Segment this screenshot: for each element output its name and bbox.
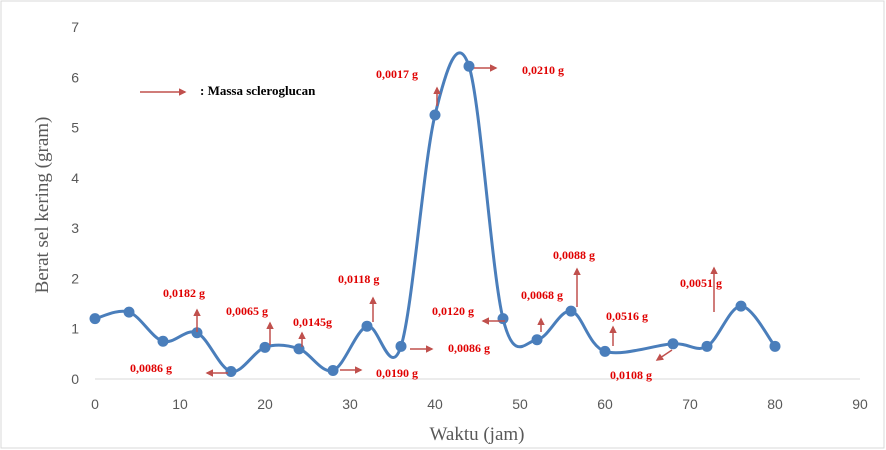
- y-tick-label: 3: [71, 220, 79, 236]
- arrow: [655, 349, 673, 361]
- data-point: [667, 338, 679, 350]
- y-tick-label: 2: [71, 270, 79, 286]
- legend-text: : Massa scleroglucan: [200, 83, 316, 98]
- data-point: [157, 335, 169, 347]
- data-point: [463, 60, 475, 72]
- data-point: [361, 320, 373, 332]
- x-tick-label: 80: [767, 396, 783, 412]
- x-tick-label: 50: [512, 396, 528, 412]
- data-point: [701, 340, 713, 352]
- x-tick-label: 60: [597, 396, 613, 412]
- y-tick-label: 7: [71, 19, 79, 35]
- annotation: 0,0210 g: [522, 63, 564, 77]
- data-line: [94, 51, 777, 373]
- annotation: 0,0017 g: [376, 67, 418, 81]
- x-axis-title: Waktu (jam): [429, 424, 524, 445]
- y-tick-label: 5: [71, 120, 79, 136]
- x-tick-label: 70: [682, 396, 698, 412]
- annotation: 0,0088 g: [553, 248, 595, 262]
- data-point: [769, 340, 781, 352]
- data-point: [225, 365, 237, 377]
- x-tick-label: 0: [91, 396, 99, 412]
- y-tick-label: 4: [71, 170, 79, 186]
- x-tick-label: 90: [852, 396, 868, 412]
- annotation: 0,0182 g: [163, 286, 205, 300]
- data-point: [565, 305, 577, 317]
- data-point: [293, 343, 305, 355]
- annotation: 0,0086 g: [130, 361, 172, 375]
- x-tick-label: 10: [172, 396, 188, 412]
- data-point: [123, 306, 135, 318]
- annotation: 0,0118 g: [338, 272, 379, 286]
- data-point: [429, 109, 441, 121]
- data-point: [599, 345, 611, 357]
- data-point: [531, 334, 543, 346]
- data-point: [259, 341, 271, 353]
- annotation: 0,0120 g: [432, 304, 474, 318]
- x-tick-label: 30: [342, 396, 358, 412]
- data-point: [735, 300, 747, 312]
- annotation: 0,0516 g: [606, 309, 648, 323]
- x-tick-label: 40: [427, 396, 443, 412]
- data-point: [395, 340, 407, 352]
- annotation: 0,0086 g: [448, 341, 490, 355]
- annotation: 0,0190 g: [376, 366, 418, 380]
- annotation: 0,0068 g: [521, 288, 563, 302]
- annotation: 0,0065 g: [226, 304, 268, 318]
- y-tick-label: 1: [71, 321, 79, 337]
- data-point: [327, 364, 339, 376]
- y-tick-label: 0: [71, 371, 79, 387]
- data-point: [89, 313, 101, 325]
- annotation: 0,0051 g: [680, 276, 722, 290]
- y-axis-title: Berat sel kering (gram): [32, 117, 53, 294]
- annotation: 0,0145g: [293, 315, 332, 329]
- annotation: 0,0108 g: [610, 368, 652, 382]
- x-tick-label: 20: [257, 396, 273, 412]
- data-point: [191, 327, 203, 339]
- data-point: [497, 313, 509, 325]
- y-tick-label: 6: [71, 69, 79, 85]
